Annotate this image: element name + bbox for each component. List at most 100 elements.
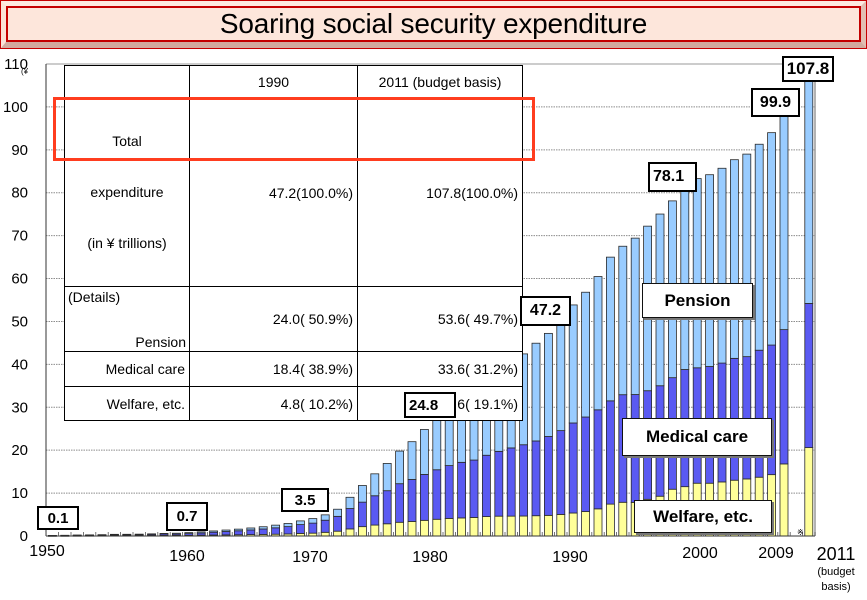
- value-label-1970: 3.5: [281, 488, 329, 512]
- value-label-2011: 107.8: [782, 56, 834, 82]
- y-tick-label-100: 100: [3, 99, 28, 116]
- bar-1976-medical-care: [370, 495, 380, 526]
- bar-1988-welfare-etc: [519, 515, 528, 537]
- bar-1975-medical-care: [357, 501, 367, 528]
- bar-2005-pension: [730, 159, 739, 359]
- bar-1957-pension: [134, 533, 144, 536]
- table-header-1990: 1990: [189, 65, 358, 99]
- bar-1964-medical-care: [221, 531, 231, 536]
- bar-1981-welfare-etc: [432, 518, 442, 537]
- bar-1973-pension: [333, 508, 343, 517]
- bar-1995-pension: [606, 256, 615, 402]
- y-tick-label-70: 70: [11, 228, 28, 245]
- y-tick-label-0: 0: [20, 528, 28, 545]
- bar-1981-pension: [432, 417, 442, 471]
- bar-2011-medical-care: [804, 303, 814, 449]
- total-label-line: (in ¥ trillions): [87, 235, 167, 251]
- bar-1959-pension: [159, 533, 169, 535]
- bar-1967-pension: [258, 526, 268, 530]
- bar-1965-pension: [233, 528, 243, 532]
- x-tick-label-1970: 1970: [292, 549, 328, 566]
- bar-1994-pension: [593, 276, 603, 411]
- table-cell: 4.8( 10.2%): [189, 386, 358, 421]
- bar-1955-pension: [110, 533, 119, 536]
- bar-1986-welfare-etc: [494, 515, 504, 537]
- x-note-budget: (budget: [817, 566, 855, 578]
- medical-label: Medical care: [64, 351, 190, 387]
- bar-1974-medical-care: [345, 508, 355, 530]
- bar-1970-medical-care: [295, 524, 305, 534]
- table-cell: 107.8(100.0%): [357, 98, 523, 287]
- y-unit-label: (¥: [21, 67, 29, 76]
- x-tick-label-2000: 2000: [682, 545, 718, 562]
- bar-1990-welfare-etc: [544, 514, 553, 537]
- bar-1991-pension: [556, 320, 566, 432]
- bar-1964-pension: [221, 529, 231, 532]
- bar-2009-medical-care: [779, 329, 789, 465]
- bar-1993-welfare-etc: [581, 511, 590, 537]
- value-label-1960: 0.7: [166, 502, 208, 531]
- table-header-2011: 2011 (budget basis): [357, 65, 523, 99]
- footnote-mark: ※: [797, 528, 804, 537]
- bar-1958-pension: [147, 533, 157, 535]
- y-tick-label-30: 30: [11, 399, 28, 416]
- page-title: Soaring social security expenditure: [6, 6, 861, 42]
- bar-1969-pension: [283, 523, 293, 528]
- bar-1968-medical-care: [271, 527, 281, 535]
- bar-1975-welfare-etc: [357, 526, 367, 537]
- bar-1982-medical-care: [444, 465, 454, 519]
- bar-1979-medical-care: [407, 479, 417, 522]
- bar-1967-medical-care: [258, 528, 268, 535]
- total-label-cell: Total expenditure (in ¥ trillions): [64, 98, 190, 287]
- bar-2002-pension: [692, 178, 702, 369]
- bar-1977-pension: [382, 463, 392, 492]
- bar-1986-medical-care: [494, 450, 504, 517]
- bar-1960-pension: [171, 532, 181, 535]
- x-tick-label-2009: 2009: [758, 545, 794, 562]
- bar-1992-pension: [568, 304, 578, 424]
- bar-1981-medical-care: [432, 469, 442, 520]
- bar-1961-pension: [184, 532, 194, 534]
- bar-1980-pension: [419, 429, 429, 475]
- y-tick-label-20: 20: [11, 442, 28, 459]
- bar-2009-welfare-etc: [779, 463, 789, 537]
- bar-1956-pension: [122, 533, 132, 536]
- total-label-line: Total: [112, 133, 142, 149]
- bar-1991-welfare-etc: [556, 514, 566, 537]
- axes: 0 10 20 30 40 50 60 70 80 90 100 110: [3, 56, 816, 545]
- bar-1984-medical-care: [469, 459, 479, 518]
- bar-1972-medical-care: [320, 519, 330, 533]
- bar-2007-medical-care: [754, 349, 764, 478]
- category-label-pension: Pension: [642, 283, 753, 318]
- bar-1995-medical-care: [606, 400, 615, 505]
- value-label-2009: 99.9: [751, 88, 800, 117]
- bar-1972-pension: [320, 514, 330, 521]
- bar-1992-welfare-etc: [568, 512, 578, 537]
- bar-2009-pension: [779, 106, 789, 331]
- table-row-pension: (Details) Pension 24.0( 50.9%) 53.6( 49.…: [64, 286, 523, 352]
- bar-1985-medical-care: [481, 454, 491, 517]
- y-tick-label-90: 90: [11, 142, 28, 159]
- bar-1996-pension: [618, 245, 628, 396]
- table-row-medical: Medical care 18.4( 38.9%) 33.6( 31.2%): [64, 351, 523, 387]
- bar-1978-welfare-etc: [395, 521, 405, 537]
- x-note-basis: basis): [821, 581, 851, 593]
- bar-1971-pension: [308, 518, 318, 524]
- bar-1991-medical-care: [556, 430, 566, 515]
- y-tick-label-40: 40: [11, 356, 28, 373]
- bar-2006-pension: [742, 153, 752, 358]
- bar-1989-medical-care: [531, 440, 541, 517]
- bar-1978-pension: [395, 450, 405, 485]
- bar-1973-medical-care: [333, 515, 343, 532]
- bar-1985-welfare-etc: [481, 516, 491, 537]
- summary-table: 1990 2011 (budget basis) Total expenditu…: [64, 65, 523, 421]
- total-label-line: expenditure: [90, 184, 164, 200]
- bar-1984-welfare-etc: [469, 517, 479, 537]
- bar-1994-welfare-etc: [593, 508, 603, 537]
- bar-1979-welfare-etc: [407, 521, 417, 537]
- pension-label: Pension: [135, 334, 186, 350]
- bar-1996-welfare-etc: [618, 501, 628, 537]
- x-tick-label-1990: 1990: [552, 549, 588, 566]
- bar-1987-medical-care: [506, 447, 516, 517]
- bar-1976-pension: [370, 473, 380, 497]
